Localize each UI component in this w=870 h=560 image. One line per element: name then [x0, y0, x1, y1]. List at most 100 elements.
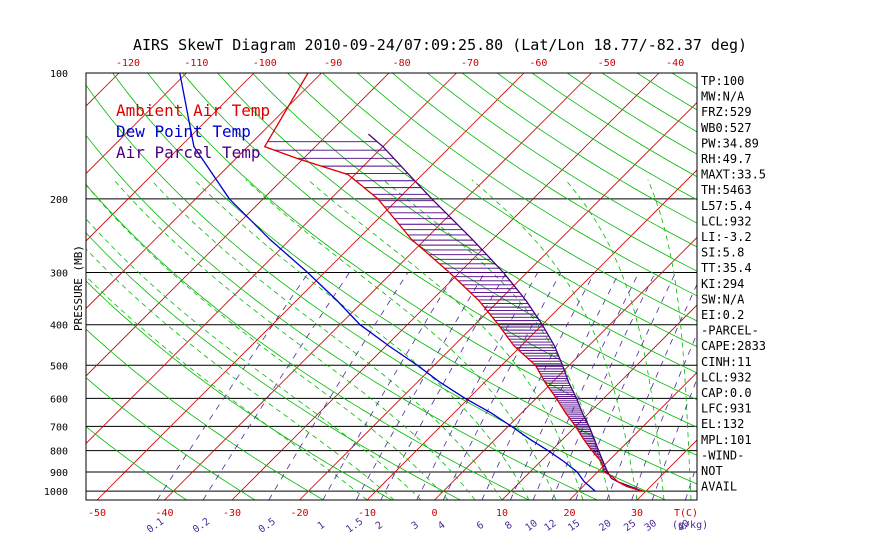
moist-adiabat	[245, 179, 557, 500]
top-temp-tick-label: -120	[116, 58, 140, 69]
top-temp-tick-label: -70	[461, 58, 479, 69]
bottom-temp-tick-label: -40	[155, 508, 173, 519]
index-label: EI:0.2	[701, 308, 744, 322]
dry-adiabat	[86, 134, 598, 500]
mixing-ratio-label: 1.5	[344, 516, 365, 535]
mixing-ratio-line	[651, 378, 697, 500]
mixing-ratio-line	[322, 272, 456, 500]
index-label: AVAIL	[701, 480, 737, 494]
mixing-ratio-label: 0.5	[257, 516, 278, 535]
mixing-ratio-line	[685, 463, 697, 500]
isotherm	[501, 304, 697, 500]
bottom-temp-tick-label: 0	[431, 508, 437, 519]
index-label: MPL:101	[701, 433, 752, 447]
index-label: LI:-3.2	[701, 230, 752, 244]
index-label: TH:5463	[701, 183, 752, 197]
dry-adiabat	[357, 73, 697, 297]
isotherm	[86, 73, 390, 377]
y-axis-label: PRESSURE (MB)	[72, 245, 85, 331]
mixing-ratio-label: 30	[643, 518, 659, 534]
isotherm	[86, 73, 255, 242]
dry-adiabat	[86, 84, 666, 500]
dry-adiabat	[86, 377, 256, 500]
parcel-profile	[367, 133, 643, 492]
dry-adiabat	[322, 73, 697, 322]
mixing-ratio-line	[575, 272, 676, 500]
bottom-temp-tick-label: 20	[563, 508, 575, 519]
index-label: SI:5.8	[701, 246, 744, 260]
index-label: MW:N/A	[701, 90, 745, 104]
isotherm	[96, 73, 525, 500]
top-temp-tick-label: -100	[253, 58, 277, 69]
bottom-axis-unit: T(C)	[674, 508, 698, 519]
index-label: -PARCEL-	[701, 324, 759, 338]
dry-adiabat	[742, 73, 870, 500]
bottom-temp-tick-label: -30	[223, 508, 241, 519]
mixing-ratio-line	[631, 332, 697, 500]
top-temp-tick-label: -40	[666, 58, 684, 69]
mixing-ratio-label: 25	[622, 518, 638, 534]
moist-adiabat	[565, 179, 665, 500]
bottom-temp-tick-label: -20	[290, 508, 308, 519]
bottom-temp-tick-label: -10	[358, 508, 376, 519]
mixing-ratio-label: 1	[316, 520, 327, 532]
mixing-ratio-label: 15	[566, 518, 582, 534]
pressure-tick-label: 100	[50, 69, 68, 80]
background-lines	[86, 73, 870, 500]
legend: Ambient Air Temp Dew Point Temp Air Parcel…	[116, 101, 270, 162]
index-label: CAPE:2833	[701, 339, 766, 353]
mixing-ratio-label: 4	[436, 520, 447, 532]
index-label: KI:294	[701, 277, 744, 291]
mixing-ratio-line	[416, 272, 539, 500]
mixing-ratio-line	[355, 272, 486, 500]
mixing-ratio-line	[510, 272, 620, 500]
isotherm	[772, 73, 870, 500]
mixing-ratio-line	[268, 272, 409, 500]
dry-adiabat	[86, 183, 529, 500]
moist-adiabat	[647, 179, 692, 500]
moist-adiabat	[471, 179, 638, 500]
pressure-tick-label: 500	[50, 361, 68, 372]
mixing-ratio-line	[481, 272, 595, 500]
index-label: WB0:527	[701, 121, 752, 135]
mixing-ratio-line	[606, 283, 697, 500]
moist-adiabat	[150, 179, 503, 500]
mixing-ratio-line	[202, 272, 350, 500]
mixing-ratio-label: 6	[475, 520, 486, 532]
mixing-ratio-line	[380, 272, 507, 500]
top-temp-tick-label: -110	[184, 58, 208, 69]
index-label: FRZ:529	[701, 105, 752, 119]
index-label: EL:132	[701, 417, 744, 431]
legend-entry: Air Parcel Temp	[116, 143, 261, 162]
dry-adiabat	[86, 426, 187, 500]
pressure-tick-label: 300	[50, 269, 68, 280]
dry-adiabat	[777, 73, 870, 500]
dry-adiabat	[86, 328, 324, 500]
top-temp-tick-label: -60	[529, 58, 547, 69]
isotherm	[164, 73, 592, 500]
moist-adiabat	[193, 179, 530, 500]
isotherm	[86, 73, 120, 107]
index-label: TP:100	[701, 74, 744, 88]
dry-adiabat	[86, 280, 393, 500]
bottom-temp-tick-label: 10	[496, 508, 508, 519]
index-label: CAP:0.0	[701, 386, 752, 400]
mixing-ratio-label: 20	[597, 518, 613, 534]
mixing-ratio-label: 0.2	[191, 516, 212, 535]
pressure-tick-label: 700	[50, 422, 68, 433]
dry-adiabat	[217, 73, 697, 401]
profile-lines	[179, 73, 643, 492]
mixing-ratio-label: 12	[543, 518, 559, 534]
pressure-tick-label: 600	[50, 394, 68, 405]
plot-frame	[85, 72, 698, 501]
isotherm	[299, 101, 697, 500]
dry-adiabat	[392, 73, 697, 272]
index-label: NOT	[701, 464, 723, 478]
index-label: LFC:931	[701, 402, 752, 416]
top-temp-tick-label: -50	[598, 58, 616, 69]
dry-adiabat	[86, 232, 461, 500]
bottom-temp-tick-label: -50	[88, 508, 106, 519]
pressure-tick-label: 400	[50, 321, 68, 332]
index-label: PW:34.89	[701, 136, 759, 150]
